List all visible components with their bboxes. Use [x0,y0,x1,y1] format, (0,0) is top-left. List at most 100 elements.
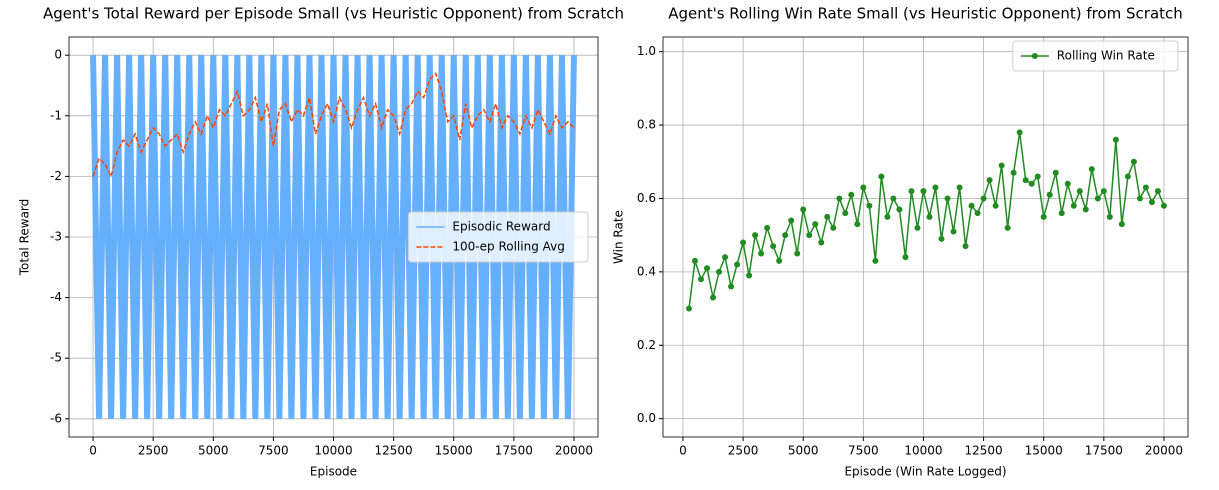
point [1052,169,1059,176]
point [764,224,771,231]
point [830,224,837,231]
point [740,239,747,246]
point [1112,136,1119,143]
plot-area [685,129,1167,312]
point [908,188,915,195]
chart-title: Agent's Total Reward per Episode Small (… [43,5,624,23]
point [848,191,855,198]
point [1058,210,1065,217]
point [986,177,993,184]
y-tick-label: -3 [50,230,62,244]
legend-label: Rolling Win Rate [1057,49,1155,63]
point [980,195,987,202]
point [710,294,717,301]
point [1130,158,1137,165]
chart-title: Agent's Rolling Win Rate Small (vs Heuri… [668,5,1183,23]
point [697,276,704,283]
legend-label: 100-ep Rolling Avg [452,240,564,254]
point [1160,202,1167,209]
x-tick-label: 2500 [728,444,759,458]
point [722,254,729,261]
series-line [688,132,1165,309]
point [1106,213,1113,220]
point [836,195,843,202]
point [1088,166,1095,173]
y-axis-label: Total Reward [18,199,32,277]
point [1034,173,1041,180]
point [1136,195,1143,202]
point [776,257,783,264]
point [685,305,692,312]
x-tick-label: 20000 [1145,444,1183,458]
point [716,268,723,275]
series-line [90,55,577,419]
y-tick-label: -4 [50,290,62,304]
point [1148,199,1155,206]
y-tick-label: 0 [54,48,62,62]
point [1082,206,1089,213]
point [806,232,813,239]
point [691,257,698,264]
point [866,202,873,209]
point [992,202,999,209]
point [704,265,711,272]
point [914,224,921,231]
legend-marker [1031,53,1038,59]
point [734,261,741,268]
y-tick-label: 1.0 [637,44,656,58]
point [974,210,981,217]
point [1142,184,1149,191]
point [758,250,765,257]
point [884,213,891,220]
point [1076,188,1083,195]
y-tick-label: 0.2 [637,338,656,352]
point [1070,202,1077,209]
legend-box [1012,40,1179,72]
y-tick-label: 0.4 [637,264,656,278]
point [1016,129,1023,136]
x-axis-label: Episode (Win Rate Logged) [844,465,1006,479]
point [1154,188,1161,195]
x-tick-label: 12500 [375,444,413,458]
y-tick-label: 0.6 [637,191,656,205]
point [728,283,735,290]
x-tick-label: 0 [89,444,97,458]
y-tick-label: -5 [50,351,62,365]
point [1124,173,1131,180]
point [746,272,753,279]
x-tick-label: 20000 [555,444,593,458]
legend-box [407,211,589,263]
point [1004,224,1011,231]
x-tick-label: 15000 [435,444,473,458]
point [1022,177,1029,184]
point [794,250,801,257]
y-tick-label: 0.8 [637,118,656,132]
x-tick-label: 7500 [848,444,879,458]
point [1028,180,1035,187]
y-tick-label: -1 [50,108,62,122]
point [812,221,819,228]
point [932,184,939,191]
point [872,257,879,264]
y-tick-label: -6 [50,411,62,425]
y-tick-label: -2 [50,169,62,183]
axes-frame [662,36,1189,438]
x-tick-label: 2500 [138,444,169,458]
point [896,206,903,213]
point [752,232,759,239]
x-tick-label: 12500 [964,444,1002,458]
series-line [92,71,575,179]
plot-area [90,55,577,419]
point [1040,213,1047,220]
x-tick-label: 15000 [1025,444,1063,458]
legend-label: Episodic Reward [452,220,550,234]
point [926,213,933,220]
point [950,228,957,235]
point [1118,221,1125,228]
point [938,235,945,242]
point [1100,188,1107,195]
x-tick-label: 7500 [258,444,289,458]
axes-frame [68,36,599,438]
point [1064,180,1071,187]
